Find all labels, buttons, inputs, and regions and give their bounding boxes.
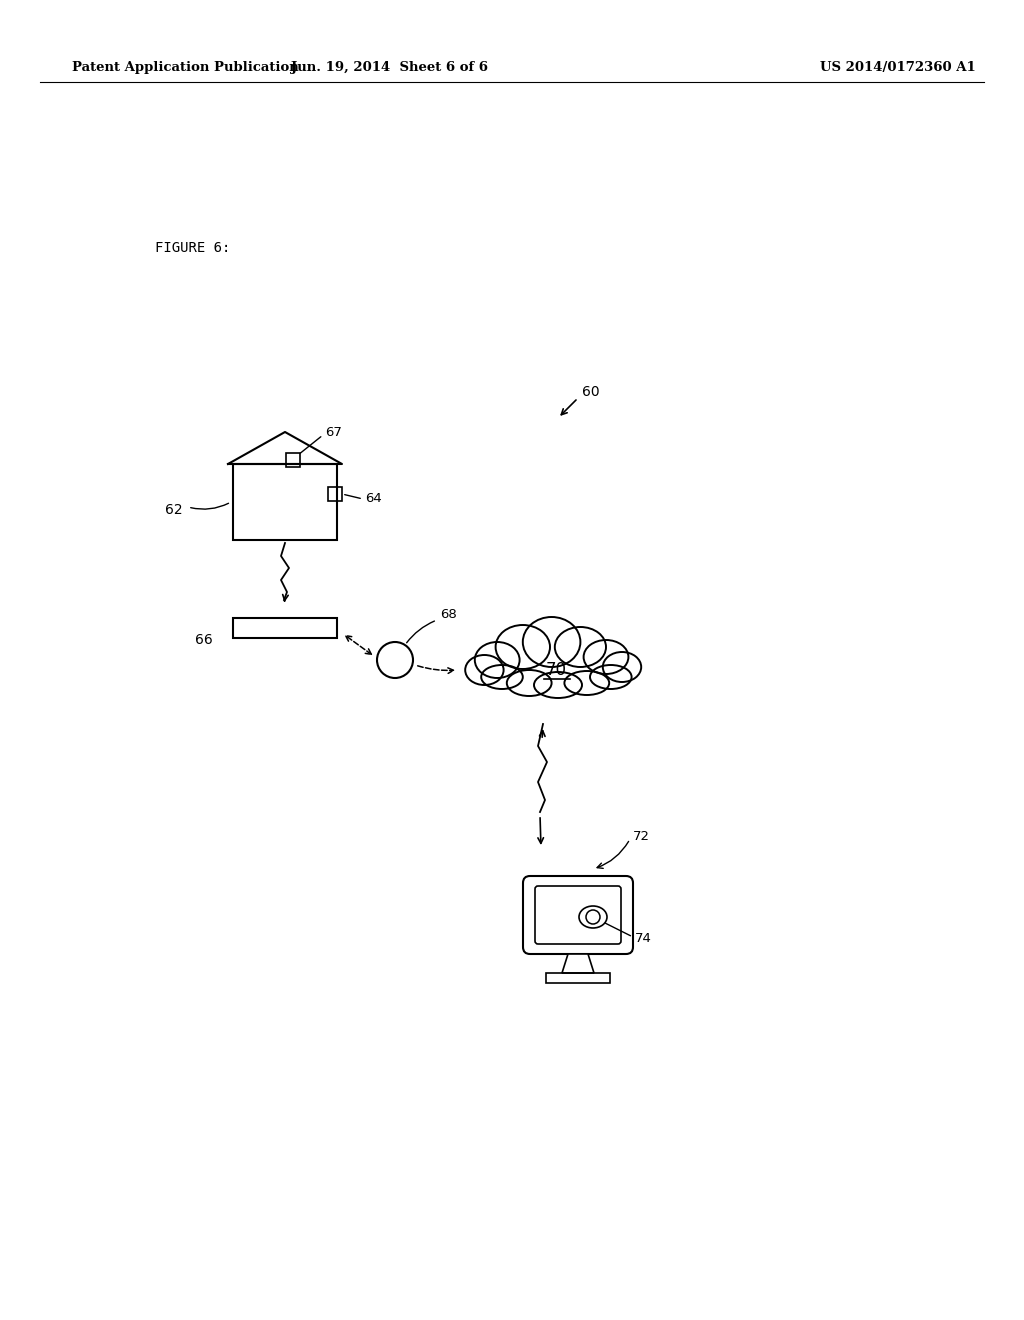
Ellipse shape <box>475 642 519 678</box>
Ellipse shape <box>590 665 632 689</box>
Ellipse shape <box>523 616 581 667</box>
Text: 74: 74 <box>635 932 652 945</box>
Bar <box>233 618 337 638</box>
Text: US 2014/0172360 A1: US 2014/0172360 A1 <box>820 62 976 74</box>
Ellipse shape <box>584 640 629 675</box>
Text: Patent Application Publication: Patent Application Publication <box>72 62 299 74</box>
Bar <box>286 453 300 467</box>
Text: Jun. 19, 2014  Sheet 6 of 6: Jun. 19, 2014 Sheet 6 of 6 <box>292 62 488 74</box>
Text: 72: 72 <box>633 830 650 843</box>
Ellipse shape <box>496 624 550 669</box>
Text: 68: 68 <box>440 609 457 622</box>
Bar <box>233 465 337 540</box>
Text: FIGURE 6:: FIGURE 6: <box>155 242 230 255</box>
Text: 60: 60 <box>582 385 600 399</box>
Text: 67: 67 <box>325 425 342 438</box>
Ellipse shape <box>534 672 582 698</box>
Text: 66: 66 <box>195 634 213 647</box>
Ellipse shape <box>564 671 609 696</box>
Text: 62: 62 <box>165 503 182 517</box>
Text: 64: 64 <box>365 492 382 506</box>
Ellipse shape <box>603 652 641 682</box>
Bar <box>328 487 342 502</box>
Ellipse shape <box>555 627 606 667</box>
Polygon shape <box>562 954 594 973</box>
Text: 70: 70 <box>546 661 567 678</box>
Ellipse shape <box>481 665 523 689</box>
Ellipse shape <box>465 655 504 685</box>
Ellipse shape <box>507 671 552 696</box>
